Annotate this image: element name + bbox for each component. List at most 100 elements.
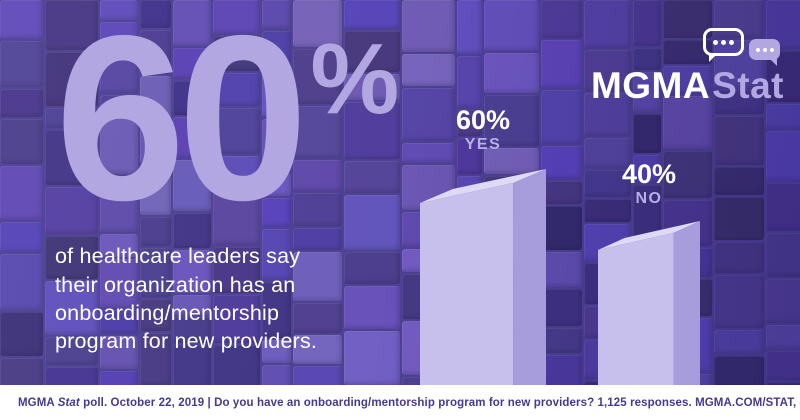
- mosaic-tile: [584, 170, 631, 197]
- mosaic-tile: [633, 0, 661, 46]
- mosaic-tile: [262, 229, 291, 280]
- mosaic-tile: [344, 102, 400, 159]
- mosaic-tile: [293, 228, 342, 250]
- chat-bubble-solid-icon: [749, 39, 780, 66]
- mosaic-tile: [484, 0, 539, 51]
- mosaic-tile: [584, 138, 631, 168]
- mosaic-tile: [714, 90, 764, 114]
- mosaic-tile: [173, 160, 211, 211]
- mosaic-tile: [173, 81, 211, 115]
- mosaic-tile: [140, 166, 171, 215]
- mosaic-tile: [541, 146, 582, 179]
- percent-sign: %: [310, 23, 400, 135]
- mosaic-tile: [633, 185, 661, 239]
- mosaic-tile: [633, 155, 661, 183]
- mosaic-tile: [344, 31, 400, 72]
- bar-no: 40% NO: [598, 160, 700, 385]
- mosaic-tile: [173, 0, 211, 46]
- mosaic-tile: [541, 90, 582, 144]
- mosaic-tile: [140, 0, 171, 28]
- mosaic-tile: [0, 119, 43, 164]
- mosaic-tile: [100, 310, 138, 334]
- bar-no-column: [598, 217, 700, 385]
- mosaic-tile: [140, 124, 171, 164]
- mosaic-tile: [541, 289, 582, 326]
- mosaic-tile: [714, 197, 764, 240]
- mosaic-tile: [45, 108, 98, 128]
- mosaic-tile: [213, 193, 260, 245]
- mosaic-tile: [633, 114, 661, 153]
- mosaic-tile: [714, 330, 764, 354]
- mosaic-tile: [0, 89, 43, 117]
- bubble-dot: [729, 39, 734, 45]
- subtext-line: program for new providers.: [55, 329, 318, 354]
- footer-suffix: poll. October 22, 2019 | Do you have an …: [79, 396, 800, 409]
- mosaic-tile: [766, 351, 800, 380]
- mosaic-tile: [173, 48, 211, 79]
- mosaic-tile: [541, 181, 582, 204]
- mosaic-tile: [402, 0, 455, 52]
- mosaic-tile: [45, 52, 98, 106]
- bubble-dot: [755, 47, 760, 52]
- mosaic-tile: [457, 0, 482, 54]
- mosaic-tile: [45, 281, 98, 335]
- bar-side-face: [513, 168, 546, 385]
- chat-bubble-outline-icon: [703, 28, 744, 62]
- mosaic-tile: [541, 40, 582, 88]
- bubble-tail: [770, 59, 777, 66]
- bubble-dot: [762, 47, 767, 52]
- mosaic-tile: [173, 317, 211, 343]
- mosaic-tile: [344, 286, 400, 329]
- bar-yes-column: [420, 163, 546, 385]
- chat-bubbles-icon: [591, 28, 784, 66]
- mosaic-tile: [140, 217, 171, 246]
- bubble-dot: [721, 39, 726, 45]
- bubble-dot: [769, 47, 774, 52]
- mosaic-tile: [344, 0, 400, 29]
- mosaic-tile: [262, 198, 291, 227]
- mosaic-tile: [457, 138, 482, 174]
- mosaic-tile: [262, 119, 291, 171]
- mosaic-tile: [100, 95, 138, 115]
- mosaic-tile: [262, 340, 291, 363]
- bar-yes-value-label: 60%: [455, 105, 511, 135]
- mosaic-tile: [584, 93, 631, 136]
- mosaic-tile: [344, 161, 400, 193]
- bar-front-face: [420, 182, 514, 385]
- mosaic-tile: [541, 206, 582, 250]
- mosaic-tile: [0, 222, 43, 252]
- mosaic-tile: [484, 148, 539, 174]
- mosaic-tile: [213, 108, 260, 154]
- bubble-tail: [709, 53, 718, 62]
- bar-side-face: [673, 220, 700, 385]
- mosaic-tile: [100, 176, 138, 232]
- mosaic-tile: [766, 325, 800, 349]
- mosaic-tile: [766, 279, 800, 323]
- mosaic-tile: [173, 213, 211, 248]
- mosaic-tile: [766, 104, 800, 129]
- mosaic-tile: [0, 41, 43, 87]
- mosaic-tile: [213, 295, 260, 343]
- subtext-line: onboarding/mentorship: [55, 300, 280, 325]
- mosaic-tile: [766, 131, 800, 181]
- mosaic-tile: [293, 0, 342, 47]
- mosaic-tile: [714, 116, 764, 165]
- mosaic-tile: [100, 336, 138, 369]
- mosaic-tile: [402, 54, 455, 86]
- bubble-dot: [713, 39, 718, 45]
- mosaic-tile: [293, 335, 342, 364]
- mosaic-tile: [293, 160, 342, 191]
- mosaic-tile: [262, 282, 291, 338]
- footer-text: MGMA Stat poll. October 22, 2019 | Do yo…: [18, 397, 800, 409]
- mosaic-tile: [293, 193, 342, 226]
- bar-yes-category-label: YES: [464, 136, 502, 154]
- mosaic-tile: [173, 345, 211, 391]
- mosaic-tile: [45, 337, 98, 365]
- headline: 60% of healthcare leaders say their orga…: [55, 0, 400, 356]
- mosaic-tile: [173, 117, 211, 158]
- mosaic-tile: [344, 195, 400, 250]
- mosaic-tile: [584, 50, 631, 91]
- mosaic-tile: [0, 166, 43, 220]
- logo-wordmark: MGMAStat: [591, 65, 784, 107]
- mosaic-tile: [140, 30, 171, 74]
